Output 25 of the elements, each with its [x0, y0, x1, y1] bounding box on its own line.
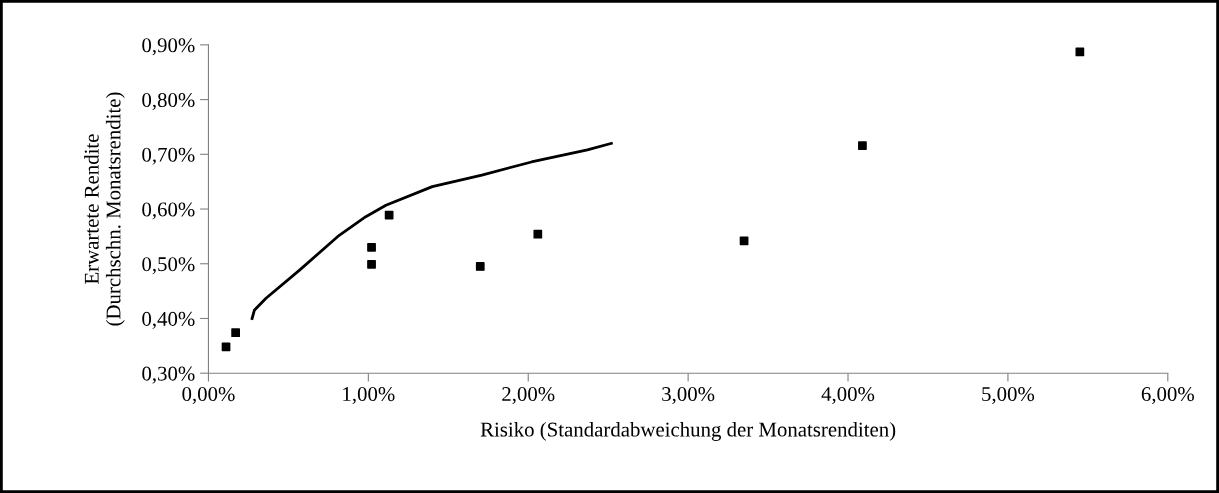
y-tick-label: 0,80% [142, 92, 195, 111]
point [1075, 47, 1085, 57]
y-tick-label: 0,70% [142, 147, 195, 165]
x-axis-title: Risiko (Standardabweichung der Monatsrenditen) [480, 421, 896, 441]
y-tick-label: 0,90% [142, 38, 195, 56]
x-tick-label: 6,00% [1141, 387, 1194, 405]
x-tick-label: 3,00% [662, 387, 715, 405]
y-axis-title: Erwartete Rendite (Durchschn. Monatsrendite) [84, 92, 125, 326]
x-tick-label: 5,00% [982, 387, 1035, 405]
point [739, 236, 749, 246]
point [858, 141, 867, 150]
y-tick-label: 0,50% [142, 257, 195, 275]
point [533, 229, 543, 239]
point [367, 259, 376, 269]
x-tick-label: 1,00% [343, 387, 395, 405]
y-tick-label: 0,40% [142, 311, 195, 329]
point [231, 328, 241, 338]
line-series [250, 141, 613, 320]
point [367, 242, 376, 252]
x-tick-label: 4,00% [821, 387, 875, 405]
y-tick-label: 0,30% [142, 366, 195, 384]
point [475, 262, 485, 271]
y-tick-label: 0,60% [142, 202, 195, 220]
x-tick-label: 0,00% [182, 387, 235, 405]
x-tick-label: 2,00% [502, 387, 555, 405]
